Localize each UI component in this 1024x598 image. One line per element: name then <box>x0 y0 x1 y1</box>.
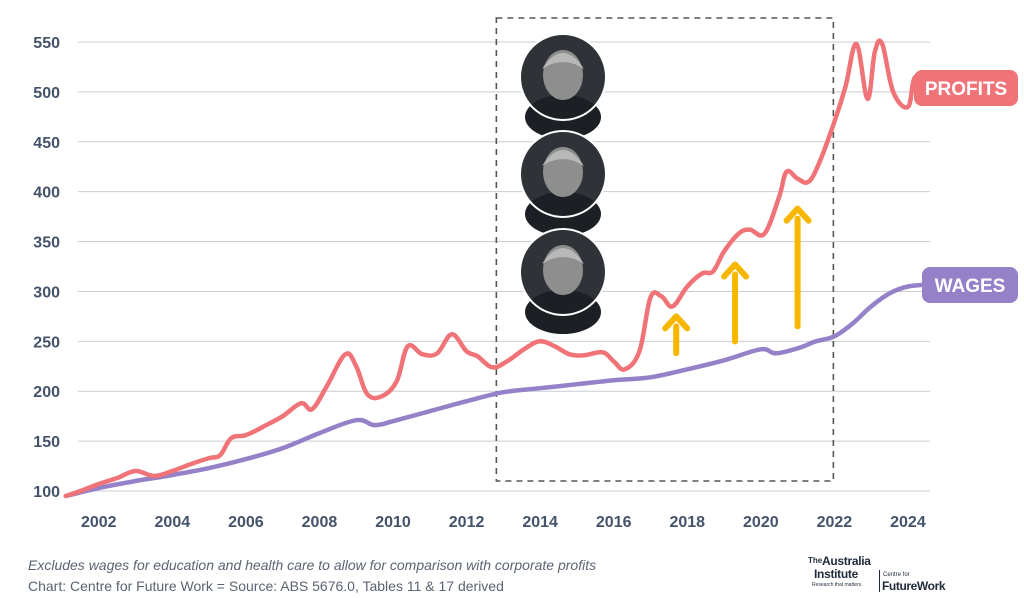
period-box <box>495 17 835 482</box>
portrait-shoulders <box>525 192 601 236</box>
growth-arrows <box>662 205 812 357</box>
x-tick-label: 2012 <box>449 514 485 531</box>
x-tick-label: 2010 <box>375 514 411 531</box>
gridlines <box>78 41 930 492</box>
portrait-frame <box>519 130 607 218</box>
y-tick-label: 500 <box>33 85 60 102</box>
portrait-2 <box>519 130 607 236</box>
y-tick-label: 350 <box>33 235 60 252</box>
logo-partner-small: Centre for <box>883 572 910 578</box>
portrait-3 <box>519 228 607 334</box>
y-tick-label: 300 <box>33 284 60 301</box>
portrait-1 <box>519 33 607 139</box>
wages-label: WAGES <box>935 276 1006 297</box>
logo-name-line2: Institute <box>814 567 858 581</box>
profits-badge: PROFITS <box>914 70 1018 106</box>
series-badges: PROFITS WAGES <box>914 70 1018 303</box>
publisher-logo: The Australia Institute Research that ma… <box>808 554 948 594</box>
series-line-profits <box>63 38 933 499</box>
x-tick-label: 2002 <box>81 514 117 531</box>
x-tick-label: 2024 <box>890 514 926 531</box>
arrow-head <box>662 313 691 332</box>
x-tick-label: 2016 <box>596 514 632 531</box>
y-tick-label: 250 <box>33 334 60 351</box>
portrait-shoulders <box>525 95 601 139</box>
logo-tagline: Research that matters. <box>812 582 863 588</box>
source-note: Chart: Centre for Future Work = Source: … <box>28 578 504 594</box>
x-axis-ticks: 2002 2004 2006 2008 2010 2012 2014 2016 2018 2020… <box>81 514 926 531</box>
series-line-wages <box>63 282 933 499</box>
portrait-frame <box>519 33 607 121</box>
y-tick-label: 400 <box>33 185 60 202</box>
x-tick-label: 2006 <box>228 514 264 531</box>
y-tick-label: 100 <box>33 484 60 501</box>
logo-partner-big: FutureWork <box>882 579 946 593</box>
logo-name-line1: Australia <box>822 554 871 568</box>
y-axis-ticks: 100 150 200 250 300 350 400 450 500 550 <box>33 35 60 501</box>
profits-badge-background <box>914 70 1018 106</box>
y-tick-label: 550 <box>33 35 60 52</box>
portrait-hair <box>542 53 584 69</box>
period-box-outline <box>495 17 835 482</box>
series-lines <box>63 38 933 499</box>
growth-arrow-1 <box>662 313 691 357</box>
portrait-hair <box>542 248 584 264</box>
profits-label: PROFITS <box>925 79 1007 100</box>
arrow-head <box>783 205 812 224</box>
growth-arrow-2 <box>721 261 750 345</box>
x-tick-label: 2004 <box>155 514 191 531</box>
portrait-shoulders <box>525 290 601 334</box>
logo-divider <box>879 570 880 592</box>
portrait-frame <box>519 228 607 316</box>
wages-badge-background <box>922 267 1018 303</box>
y-tick-label: 200 <box>33 384 60 401</box>
x-tick-label: 2018 <box>669 514 705 531</box>
logo-the: The <box>808 556 823 565</box>
x-tick-label: 2020 <box>743 514 779 531</box>
y-tick-label: 450 <box>33 135 60 152</box>
growth-arrow-3 <box>783 205 812 330</box>
wages-badge: WAGES <box>922 267 1018 303</box>
portraits <box>519 33 607 334</box>
x-tick-label: 2008 <box>302 514 338 531</box>
arrow-head <box>721 261 750 280</box>
x-tick-label: 2014 <box>522 514 558 531</box>
y-tick-label: 150 <box>33 434 60 451</box>
x-tick-label: 2022 <box>817 514 853 531</box>
portrait-hair <box>542 150 584 166</box>
footnote: Excludes wages for education and health … <box>28 557 597 573</box>
